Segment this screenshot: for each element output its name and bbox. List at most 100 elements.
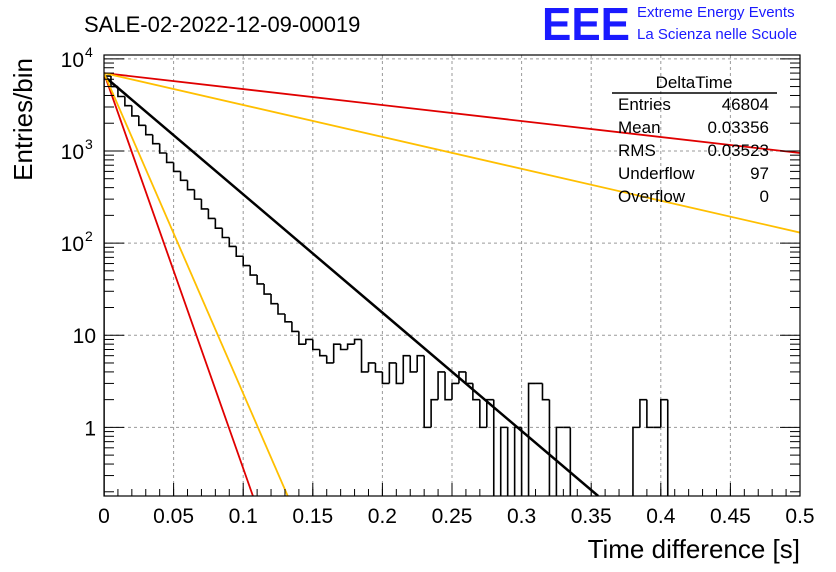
histogram-bin [277, 303, 285, 315]
histogram-bin [104, 75, 111, 496]
histogram-bin [555, 426, 564, 496]
histogram-bin [200, 199, 209, 210]
histogram-bin [541, 383, 550, 401]
histogram-bin [451, 382, 459, 400]
histogram-bin [318, 349, 327, 357]
y-tick-label: 10 [61, 49, 84, 72]
y-tick-label: 1 [84, 417, 96, 440]
y-tick-exponent: 3 [85, 136, 93, 152]
histogram-bin [353, 338, 362, 345]
histogram-bin [325, 355, 334, 364]
histogram-series [104, 75, 669, 496]
chart-title: SALE-02-2022-12-09-00019 [84, 12, 360, 37]
histogram-bin [214, 218, 223, 230]
histogram-bin [479, 399, 487, 429]
histogram-bin [179, 171, 188, 182]
histogram-bin [284, 314, 292, 323]
histogram-bin [499, 426, 508, 496]
histogram-bin [346, 343, 355, 350]
y-tick-label: 10 [73, 325, 96, 348]
histogram-bin [193, 189, 202, 200]
histogram-bin [506, 427, 509, 496]
histogram-bin [235, 246, 244, 258]
histogram-bin [151, 134, 160, 145]
fit-line [104, 72, 800, 234]
x-tick-label: 0.45 [710, 505, 751, 528]
histogram-bin [158, 143, 167, 154]
axis-ticks [103, 58, 801, 496]
stats-row-label: Overflow [618, 187, 686, 206]
histogram-bin [263, 283, 272, 295]
x-tick-label: 0 [98, 505, 110, 528]
x-tick-labels: 0 0.05 0.1 0.15 0.2 0.25 0.3 0.35 0.4 0.45 0.5 [98, 505, 814, 528]
histogram-bin [207, 208, 216, 220]
histogram-bin [249, 265, 258, 276]
x-tick-label: 0.35 [571, 505, 612, 528]
histogram-bin [492, 399, 495, 496]
histogram-bin [256, 275, 265, 285]
plot-area [104, 72, 800, 496]
histogram-bin [381, 371, 390, 385]
histogram-bin [305, 338, 313, 345]
stats-row-label: Mean [618, 118, 661, 137]
y-tick-label: 10 [61, 233, 84, 256]
histogram-bin [520, 427, 523, 496]
fit-line [104, 72, 254, 496]
histogram-bin [186, 180, 195, 191]
histogram-bin [444, 371, 452, 401]
y-tick-label: 10 [61, 141, 84, 164]
y-axis-title: Entries/bin [8, 58, 38, 181]
histogram-bin [458, 371, 466, 384]
y-tick-exponent: 2 [85, 228, 93, 244]
fit-line [104, 75, 599, 496]
histogram-bin [360, 339, 369, 373]
fit-line [104, 72, 289, 496]
histogram-bin [402, 354, 411, 384]
histogram-bin [270, 294, 278, 305]
histogram-bin [242, 256, 251, 267]
histogram-bin [298, 331, 306, 345]
histogram-bin [367, 362, 376, 372]
eee-logo: EEE Extreme Energy Events La Scienza nel… [542, 0, 797, 50]
stats-row-value: 0.03356 [708, 118, 769, 137]
histogram-bin [437, 371, 446, 400]
histogram-bin [117, 86, 125, 98]
logo-line-2: La Scienza nelle Scuole [637, 26, 797, 43]
stats-box-name: DeltaTime [656, 73, 733, 92]
histogram-bin [416, 354, 425, 372]
histogram-bin [144, 125, 153, 136]
histogram-bin [172, 162, 181, 173]
histogram-bin [632, 426, 640, 496]
histogram-bin [569, 427, 572, 496]
x-tick-label: 0.1 [229, 505, 258, 528]
y-tick-exponent: 4 [85, 44, 93, 60]
histogram-bin [646, 399, 654, 429]
histogram-bin [660, 398, 668, 428]
x-tick-label: 0.2 [368, 505, 397, 528]
stats-row-value: 97 [750, 164, 769, 183]
histogram-bin [291, 321, 299, 333]
histogram-bin [409, 355, 418, 373]
histogram-bin [312, 339, 320, 351]
histogram-bin [395, 362, 404, 385]
histogram-bin [332, 343, 341, 363]
x-tick-label: 0.5 [785, 505, 814, 528]
x-tick-label: 0.4 [646, 505, 676, 528]
logo-line-1: Extreme Energy Events [637, 4, 795, 21]
x-tick-label: 0.3 [507, 505, 536, 528]
stats-box: DeltaTime Entries 46804 Mean 0.03356 RMS… [612, 73, 777, 206]
histogram-bin [423, 355, 432, 429]
x-tick-label: 0.25 [432, 505, 473, 528]
histogram-bin [131, 105, 139, 117]
stats-row-value: 46804 [722, 95, 769, 114]
x-tick-label: 0.15 [292, 505, 333, 528]
x-axis-title: Time difference [s] [588, 534, 800, 564]
histogram-bin [388, 362, 397, 384]
stats-row-value: 0.03523 [708, 141, 769, 160]
histogram-bin [548, 399, 551, 496]
logo-mark: EEE [542, 0, 630, 50]
histogram-bin [339, 344, 348, 351]
histogram-bin [666, 399, 669, 496]
